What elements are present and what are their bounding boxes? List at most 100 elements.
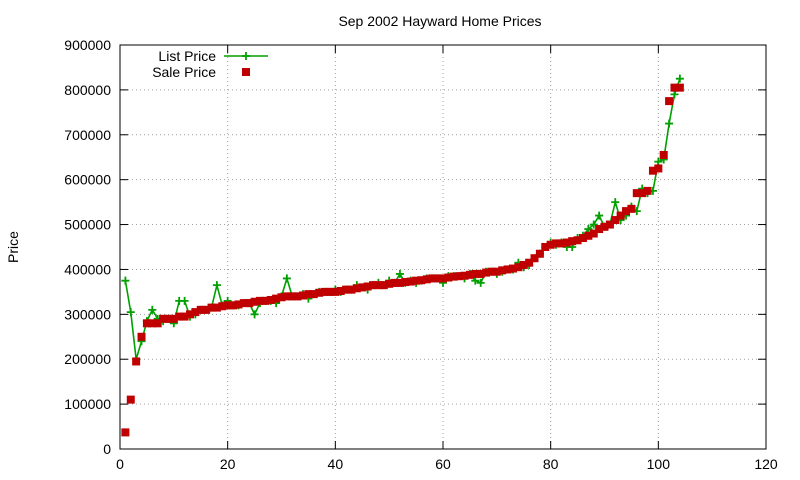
list-price-point xyxy=(654,157,663,166)
sale-price-point xyxy=(562,238,571,247)
sale-price-point xyxy=(417,276,426,285)
sale-price-point xyxy=(390,278,399,287)
sale-price-point xyxy=(180,312,189,321)
sale-price-point xyxy=(406,277,415,286)
sale-price-point xyxy=(460,271,469,280)
sale-price-point xyxy=(352,284,361,293)
list-price-point xyxy=(282,274,291,283)
sale-price-point xyxy=(255,296,264,305)
sale-price-point xyxy=(325,287,334,296)
sale-price-point xyxy=(546,240,555,249)
sale-price-point xyxy=(541,243,550,251)
sale-price-point xyxy=(299,291,308,300)
y-tick-label: 500000 xyxy=(64,217,111,233)
chart-title: Sep 2002 Hayward Home Prices xyxy=(338,13,541,29)
list-price-point xyxy=(589,220,598,229)
sale-price-point xyxy=(153,319,162,328)
sale-price-point xyxy=(465,270,474,279)
sale-price-point xyxy=(342,285,351,294)
sale-price-point xyxy=(578,234,587,243)
x-tick-label: 120 xyxy=(754,456,778,472)
sale-price-point xyxy=(584,231,593,240)
list-price-point xyxy=(670,90,679,99)
sale-price-point xyxy=(503,265,512,274)
sale-price-point xyxy=(202,305,211,314)
sale-price-point xyxy=(245,299,254,308)
sale-price-point xyxy=(482,268,491,277)
sale-price-point xyxy=(196,305,205,314)
sale-price-point xyxy=(605,220,614,229)
y-tick-label: 0 xyxy=(103,441,111,457)
sale-price-point xyxy=(218,302,227,311)
sale-price-point xyxy=(632,189,641,198)
y-tick-label: 900000 xyxy=(64,37,111,53)
list-price-point xyxy=(212,281,221,290)
legend-marker-sale-price xyxy=(242,68,250,76)
list-price-line xyxy=(124,78,681,360)
sale-price-point xyxy=(191,308,200,317)
sale-price-point xyxy=(363,282,372,291)
sale-price-point xyxy=(309,290,318,299)
sale-price-point xyxy=(444,273,453,282)
sale-price-point xyxy=(530,254,539,263)
sale-price-point xyxy=(616,211,625,220)
x-tick-label: 80 xyxy=(543,456,559,472)
sale-price-point xyxy=(315,288,324,297)
grid-lines xyxy=(120,45,766,449)
sale-price-point xyxy=(573,236,582,245)
legend-marker-list-price xyxy=(242,52,250,60)
x-tick-label: 100 xyxy=(647,456,671,472)
sale-price-point xyxy=(449,272,458,281)
sale-price-point xyxy=(492,267,501,276)
sale-price-point xyxy=(395,278,404,287)
list-price-point xyxy=(595,211,604,220)
list-price-point xyxy=(121,276,130,285)
sale-price-point xyxy=(433,274,442,283)
sale-price-point xyxy=(589,229,598,238)
sale-price-point xyxy=(169,314,178,323)
sale-price-point xyxy=(508,264,517,273)
sale-price-point xyxy=(234,300,243,309)
sale-price-point xyxy=(336,286,345,295)
sale-price-point xyxy=(229,301,238,310)
list-price-point xyxy=(180,296,189,305)
sale-price-point xyxy=(223,301,232,310)
sale-price-point xyxy=(148,319,157,328)
sale-price-point xyxy=(643,186,652,195)
sale-price-point xyxy=(379,281,388,290)
sale-price-point xyxy=(487,267,496,276)
series-layer xyxy=(121,74,684,437)
list-price-point xyxy=(395,269,404,278)
sale-price-point xyxy=(428,274,437,283)
sale-price-point xyxy=(568,237,577,246)
x-tick-label: 0 xyxy=(116,456,124,472)
list-price-point xyxy=(675,74,684,83)
sale-price-point xyxy=(622,207,631,216)
y-tick-label: 300000 xyxy=(64,306,111,322)
sale-price-point xyxy=(557,239,566,248)
sale-price-point xyxy=(239,299,248,308)
sale-price-point xyxy=(159,314,168,323)
y-tick-label: 200000 xyxy=(64,351,111,367)
list-price-point xyxy=(476,278,485,287)
sale-price-point xyxy=(638,189,647,198)
sale-price-point xyxy=(627,204,636,213)
sale-price-point xyxy=(331,287,340,296)
y-tick-label: 800000 xyxy=(64,82,111,98)
sale-price-point xyxy=(665,97,674,106)
sale-price-point xyxy=(519,260,528,269)
sale-price-point xyxy=(422,275,431,284)
sale-price-point xyxy=(476,269,485,278)
sale-price-point xyxy=(320,287,329,296)
list-price-point xyxy=(584,225,593,234)
y-tick-label: 600000 xyxy=(64,172,111,188)
list-price-point xyxy=(250,310,259,319)
list-price-point xyxy=(126,308,135,317)
sale-price-point xyxy=(659,150,668,159)
sale-price-point xyxy=(304,290,313,299)
sale-price-point xyxy=(401,278,410,287)
sale-price-point xyxy=(175,312,184,321)
sale-price-point xyxy=(535,249,544,258)
sale-price-point xyxy=(207,303,216,312)
